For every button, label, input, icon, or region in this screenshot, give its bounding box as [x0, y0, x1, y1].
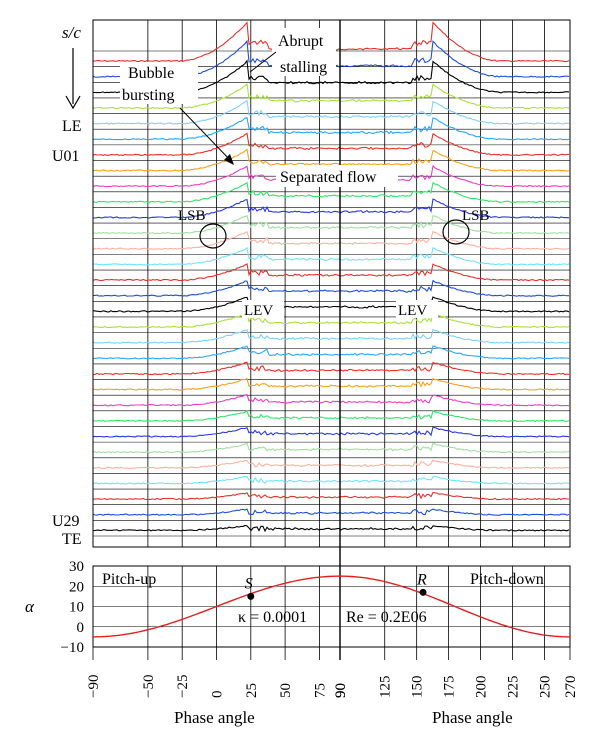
lsb-right-circle [442, 219, 470, 245]
pressure-trace [92, 296, 570, 313]
pressure-trace [92, 491, 569, 501]
pitch-up-label: Pitch-up [102, 571, 156, 588]
x-tick-label: 250 [537, 676, 553, 699]
x-tick-label: 225 [506, 676, 522, 699]
alpha-tick-label: 0 [77, 620, 85, 636]
pressure-trace [92, 426, 570, 438]
pressure-trace [93, 198, 570, 219]
reynolds-label: Re = 0.2E06 [346, 609, 427, 626]
pressure-trace [92, 279, 569, 297]
pressure-trace [92, 312, 570, 329]
x-axis-label-left: Phase angle [174, 708, 255, 727]
pressure-trace [92, 99, 570, 125]
annotation-lsb-right: LSB [462, 208, 490, 224]
x-tick-label: 90 [333, 683, 349, 698]
x-tick-label: 270 [563, 676, 579, 699]
pressure-trace [92, 393, 570, 407]
bubble-bursting-bg [120, 62, 198, 104]
alpha-frame [92, 565, 571, 648]
x-tick-label: 150 [410, 676, 426, 699]
abrupt-stalling-arrow [249, 51, 277, 73]
lev-left-bg [242, 300, 284, 318]
alpha-point-label: S [245, 575, 253, 592]
abrupt-stalling-bg [272, 28, 336, 76]
x-tick-label: 175 [442, 676, 458, 699]
pressure-trace [92, 328, 570, 344]
annotation-lev-right: LEV [398, 303, 427, 319]
row-label-te: TE [62, 531, 82, 548]
x-tick-label: 75 [312, 683, 328, 698]
pressure-trace [92, 246, 570, 266]
annotation-separated-flow: Separated flow [280, 169, 377, 186]
pressure-trace [92, 361, 570, 376]
pressure-trace [92, 181, 570, 203]
alpha-tick-labels: 30 20 10 0 −10 [61, 559, 84, 656]
x-tick-label: −90 [86, 675, 102, 698]
pressure-trace [92, 132, 569, 157]
alpha-tick-label: 20 [69, 579, 84, 595]
kappa-label: κ = 0.0001 [238, 609, 307, 626]
pressure-trace [92, 345, 570, 360]
annotation-bursting: bursting [122, 87, 174, 104]
pressure-traces-panel: s/c LE U01 U29 TE Abrupt stalling Bubble… [52, 19, 571, 660]
y-axis-arrow-head [65, 95, 81, 110]
x-tick-label: −25 [175, 675, 191, 698]
x-tick-label: 50 [278, 683, 294, 698]
pressure-trace [92, 475, 570, 485]
pressure-trace [92, 83, 570, 110]
x-tick-label: 90 [333, 683, 349, 698]
pressure-trace [92, 148, 570, 172]
pressure-trace [92, 116, 570, 141]
x-tick-label: −50 [141, 675, 157, 698]
pressure-trace [92, 524, 570, 533]
traces-grid [92, 20, 571, 547]
alpha-point-label: R [416, 571, 427, 588]
separated-flow-bg [276, 165, 398, 187]
x-tick-label: 200 [474, 676, 490, 699]
pressure-trace [92, 508, 570, 516]
alpha-tick-label: 10 [69, 600, 84, 616]
pressure-trace [92, 214, 570, 235]
alpha-curve [92, 575, 571, 638]
bubble-bursting-arrow [179, 107, 233, 163]
x-tick-label: 25 [244, 683, 260, 698]
alpha-point-s [247, 592, 255, 600]
bubble-bursting-arrowhead [224, 154, 234, 165]
alpha-tick-label: −10 [61, 640, 84, 656]
pressure-trace [92, 442, 570, 454]
annotation-abrupt: Abrupt [278, 33, 324, 50]
row-label-le: LE [62, 118, 82, 135]
pitch-down-label: Pitch-down [470, 571, 544, 588]
pressure-trace [93, 459, 570, 469]
alpha-point-r [419, 588, 427, 596]
annotation-lev-left: LEV [244, 303, 273, 319]
annotation-bubble: Bubble [128, 65, 174, 82]
row-label-u01: U01 [52, 148, 80, 165]
alpha-tick-label: 30 [69, 559, 84, 575]
x-tick-label: 0 [210, 691, 226, 699]
pressure-traces [92, 21, 570, 533]
pressure-trace [92, 410, 570, 423]
y-axis-label: s/c [62, 23, 81, 42]
annotation-stalling: stalling [280, 59, 327, 76]
lsb-left-circle [199, 223, 227, 249]
pressure-trace [92, 263, 570, 282]
lev-right-bg [396, 300, 438, 318]
x-tick-label: 125 [378, 676, 394, 699]
pressure-trace [92, 230, 570, 250]
alpha-axis-label: α [25, 597, 35, 616]
row-label-u29: U29 [52, 513, 80, 530]
pressure-trace [92, 377, 570, 391]
traces-frame [92, 19, 571, 548]
annotation-lsb-left: LSB [178, 208, 206, 224]
x-axis-label-right: Phase angle [432, 708, 513, 727]
